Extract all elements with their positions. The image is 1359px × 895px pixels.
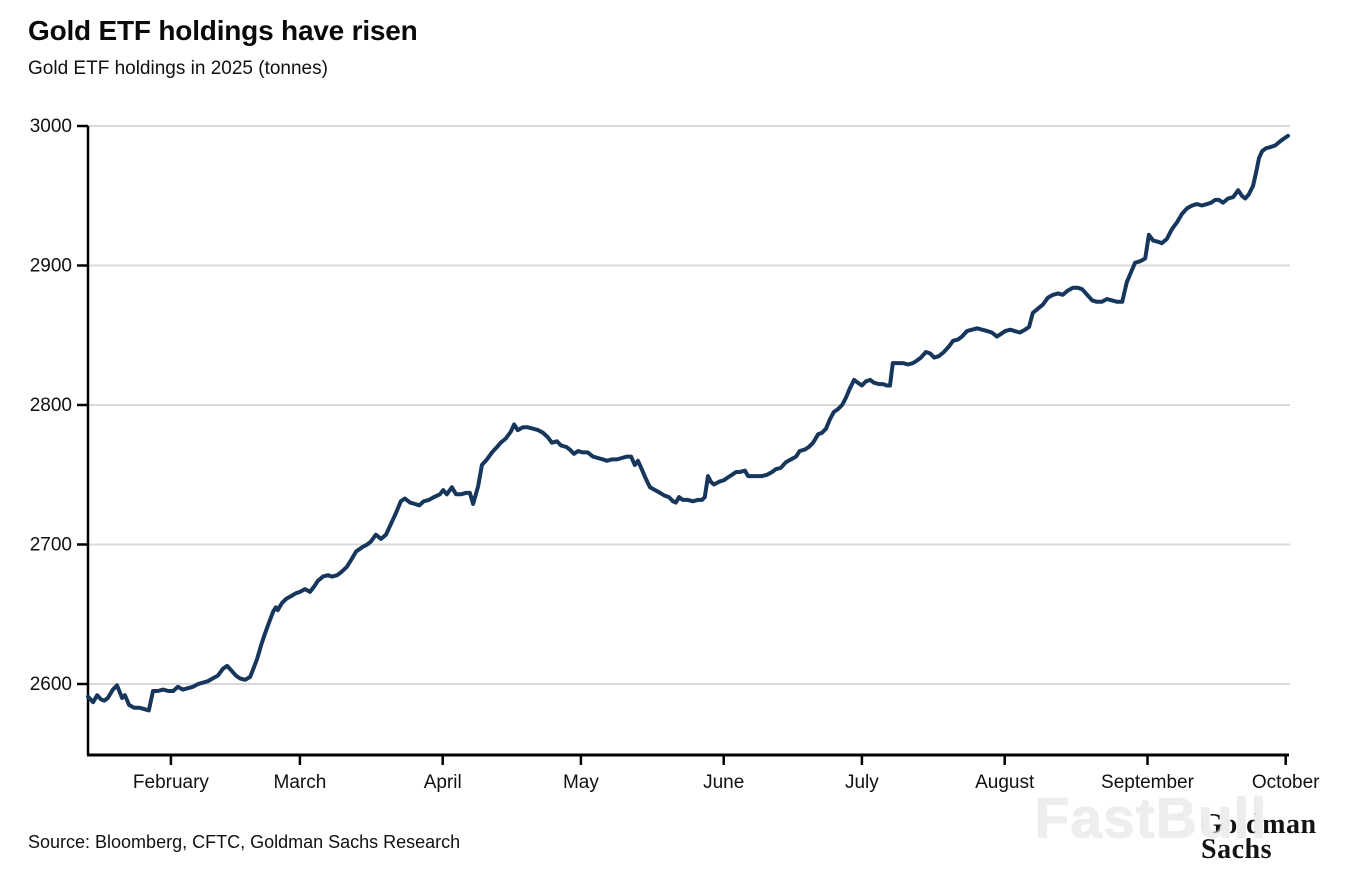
x-tick-label: April (424, 772, 462, 793)
goldman-sachs-logo-line1: Goldman (1201, 809, 1317, 840)
page-title: Gold ETF holdings have risen (28, 15, 418, 46)
chart-header: Gold ETF holdings have risen Gold ETF ho… (28, 14, 418, 80)
y-tick-label: 2600 (30, 674, 72, 695)
goldman-sachs-logo-line2: Sachs (1201, 834, 1272, 865)
goldman-sachs-logo: Goldman Sachs (1201, 809, 1317, 865)
source-note: Source: Bloomberg, CFTC, Goldman Sachs R… (28, 832, 461, 852)
holdings-line (86, 133, 1290, 713)
x-tick-label: September (1101, 772, 1195, 793)
x-tick-label: August (975, 772, 1035, 793)
x-tick-label: October (1252, 772, 1320, 793)
chart-subtitle: Gold ETF holdings in 2025 (tonnes) (28, 57, 328, 79)
x-tick-label: June (703, 772, 744, 793)
x-tick-label: July (845, 772, 879, 793)
x-tick-label: May (563, 772, 599, 793)
x-tick-label: March (274, 772, 327, 793)
y-tick-label: 2800 (30, 395, 72, 416)
y-tick-label: 2900 (30, 256, 72, 277)
y-tick-label: 3000 (30, 116, 72, 137)
y-tick-label: 2700 (30, 535, 72, 556)
x-tick-label: February (133, 772, 210, 793)
